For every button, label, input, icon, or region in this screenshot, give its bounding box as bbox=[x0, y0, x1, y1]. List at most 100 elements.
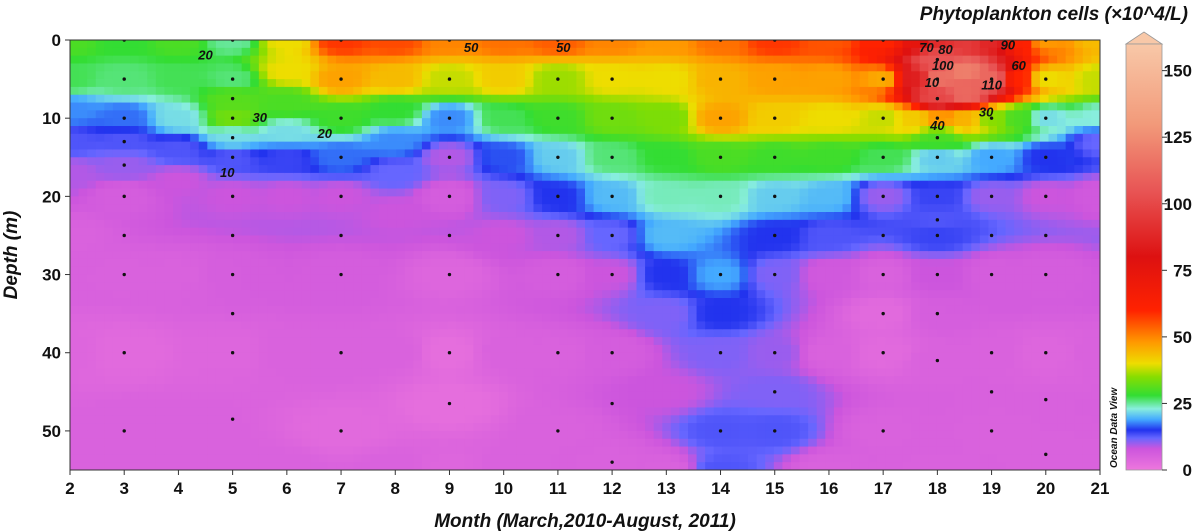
heatmap-cell bbox=[439, 438, 449, 448]
heatmap-cell bbox=[507, 274, 517, 283]
heatmap-cell bbox=[104, 313, 114, 323]
heatmap-cell bbox=[224, 212, 234, 221]
heatmap-cell bbox=[825, 298, 835, 307]
heatmap-cell bbox=[353, 274, 363, 283]
heatmap-cell bbox=[104, 368, 114, 377]
heatmap-cell bbox=[361, 430, 372, 440]
heatmap-cell bbox=[705, 180, 715, 190]
heatmap-cell bbox=[524, 415, 535, 424]
heatmap-cell bbox=[730, 79, 741, 88]
heatmap-cell bbox=[473, 219, 483, 229]
heatmap-cell bbox=[447, 344, 457, 354]
heatmap-cell bbox=[765, 47, 775, 57]
heatmap-cell bbox=[387, 204, 397, 213]
heatmap-cell bbox=[121, 391, 131, 401]
heatmap-cell bbox=[490, 290, 500, 299]
heatmap-cell bbox=[224, 274, 234, 283]
heatmap-cell bbox=[164, 47, 174, 57]
heatmap-cell bbox=[121, 376, 131, 385]
heatmap-cell bbox=[215, 172, 226, 182]
heatmap-cell bbox=[138, 399, 148, 409]
heatmap-cell bbox=[439, 141, 449, 151]
heatmap-cell bbox=[713, 368, 723, 377]
heatmap-cell bbox=[653, 157, 663, 166]
heatmap-cell bbox=[627, 360, 638, 369]
heatmap-cell bbox=[258, 391, 269, 401]
heatmap-cell bbox=[421, 204, 432, 213]
heatmap-cell bbox=[662, 79, 672, 88]
heatmap-cell bbox=[490, 337, 500, 346]
heatmap-cell bbox=[627, 235, 638, 244]
heatmap-cell bbox=[138, 384, 148, 393]
heatmap-cell bbox=[567, 94, 578, 104]
heatmap-cell bbox=[164, 118, 174, 127]
heatmap-cell bbox=[130, 102, 140, 111]
heatmap-cell bbox=[233, 446, 243, 455]
heatmap-cell bbox=[439, 407, 449, 416]
heatmap-cell bbox=[499, 55, 509, 65]
heatmap-cell bbox=[645, 40, 655, 49]
heatmap-cell bbox=[147, 337, 157, 346]
heatmap-cell bbox=[482, 290, 492, 299]
heatmap-cell bbox=[516, 415, 526, 424]
heatmap-cell bbox=[730, 399, 741, 409]
heatmap-cell bbox=[173, 219, 183, 229]
heatmap-cell bbox=[155, 71, 166, 80]
heatmap-cell bbox=[679, 399, 689, 409]
heatmap-cell bbox=[696, 391, 706, 401]
heatmap-cell bbox=[688, 290, 698, 299]
heatmap-cell bbox=[241, 462, 251, 470]
heatmap-cell bbox=[825, 243, 835, 252]
heatmap-cell bbox=[215, 274, 226, 283]
heatmap-cell bbox=[301, 94, 311, 104]
heatmap-cell bbox=[379, 133, 389, 143]
heatmap-cell bbox=[284, 133, 294, 143]
heatmap-cell bbox=[679, 219, 689, 229]
heatmap-cell bbox=[447, 102, 457, 111]
heatmap-cell bbox=[164, 274, 174, 283]
heatmap-cell bbox=[318, 368, 329, 377]
heatmap-cell bbox=[155, 219, 166, 229]
heatmap-cell bbox=[610, 430, 620, 440]
heatmap-cell bbox=[825, 313, 835, 323]
heatmap-cell bbox=[207, 204, 217, 213]
heatmap-cell bbox=[121, 282, 131, 291]
heatmap-cell bbox=[250, 133, 260, 143]
heatmap-cell bbox=[301, 360, 311, 369]
heatmap-cell bbox=[87, 407, 97, 416]
heatmap-cell bbox=[730, 204, 741, 213]
heatmap-cell bbox=[336, 423, 346, 432]
heatmap-cell bbox=[344, 384, 354, 393]
heatmap-cell bbox=[258, 55, 269, 65]
heatmap-cell bbox=[730, 344, 741, 354]
heatmap-cell bbox=[181, 141, 191, 151]
heatmap-cell bbox=[524, 446, 535, 455]
heatmap-cell bbox=[490, 391, 500, 401]
heatmap-cell bbox=[207, 94, 217, 104]
heatmap-cell bbox=[748, 55, 758, 65]
heatmap-cell bbox=[430, 415, 440, 424]
heatmap-cell bbox=[567, 79, 578, 88]
heatmap-cell bbox=[155, 305, 166, 315]
heatmap-cell bbox=[533, 55, 543, 65]
heatmap-cell bbox=[353, 40, 363, 49]
heatmap-cell bbox=[662, 391, 672, 401]
heatmap-cell bbox=[748, 141, 758, 151]
heatmap-cell bbox=[602, 415, 612, 424]
heatmap-cell bbox=[421, 407, 432, 416]
heatmap-cell bbox=[361, 149, 372, 158]
heatmap-cell bbox=[147, 86, 157, 96]
heatmap-cell bbox=[336, 212, 346, 221]
heatmap-cell bbox=[276, 118, 286, 127]
heatmap-cell bbox=[542, 384, 552, 393]
heatmap-cell bbox=[610, 462, 620, 470]
heatmap-cell bbox=[276, 188, 286, 197]
heatmap-cell bbox=[207, 282, 217, 291]
heatmap-cell bbox=[138, 415, 148, 424]
heatmap-cell bbox=[396, 227, 406, 237]
heatmap-cell bbox=[439, 251, 449, 260]
heatmap-cell bbox=[370, 180, 380, 190]
heatmap-cell bbox=[404, 313, 414, 323]
heatmap-cell bbox=[662, 243, 672, 252]
heatmap-cell bbox=[739, 290, 749, 299]
